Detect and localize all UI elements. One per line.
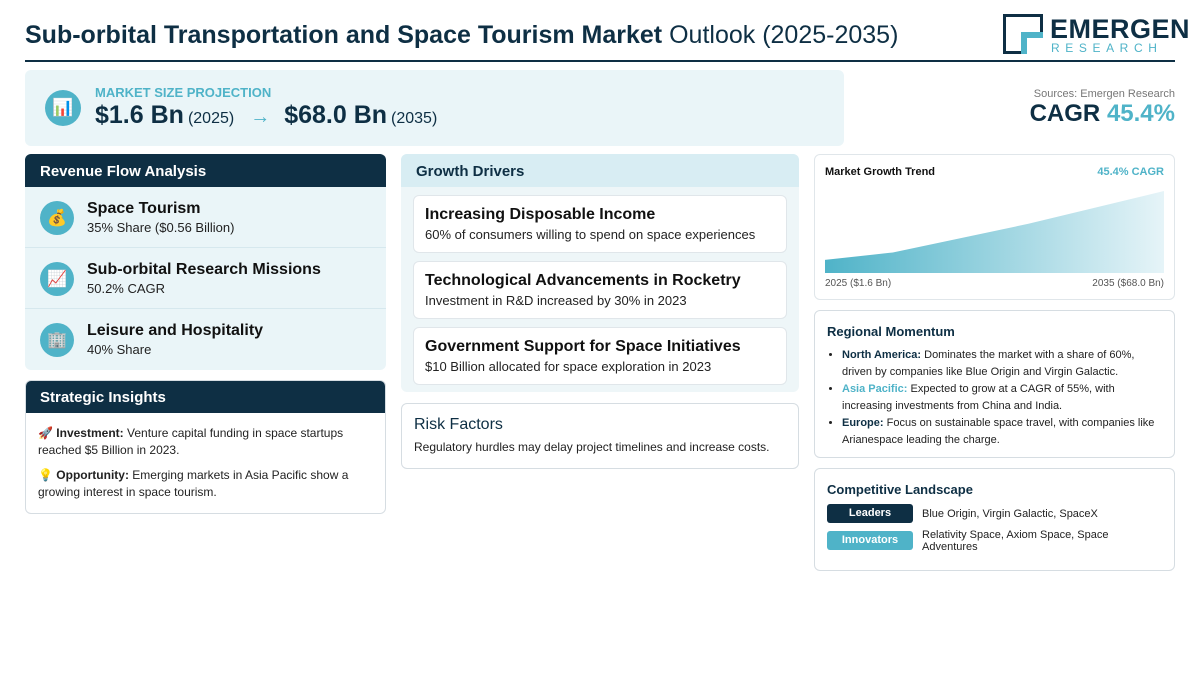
driver-detail: $10 Billion allocated for space explorat… [425, 359, 712, 374]
end-value: $68.0 Bn [284, 101, 388, 129]
driver-title: Government Support for Space Initiatives [425, 338, 741, 355]
money-bag-icon: 💰 [40, 201, 74, 235]
logo-subtitle: RESEARCH [1051, 41, 1163, 55]
logo-mark-icon [1003, 14, 1043, 54]
lightbulb-icon: 💡 [38, 468, 53, 482]
revenue-flow-heading: Revenue Flow Analysis [25, 154, 386, 187]
driver-detail: Investment in R&D increased by 30% in 20… [425, 293, 687, 308]
competitive-landscape-heading: Competitive Landscape [827, 482, 973, 497]
region-text: Dominates the market with a share of 60%… [842, 349, 1135, 378]
start-year: (2025) [187, 110, 235, 127]
innovators-badge: Innovators [827, 531, 913, 550]
trend-title: Market Growth Trend [825, 166, 936, 178]
insight-item: 💡 Opportunity: Emerging markets in Asia … [38, 467, 373, 501]
growth-drivers-heading: Growth Drivers [401, 154, 799, 187]
region-label: Asia Pacific: [842, 383, 908, 395]
insight-label: Opportunity: [56, 468, 129, 482]
revenue-item: 💰 Space Tourism 35% Share ($0.56 Billion… [25, 187, 386, 248]
header: Sub-orbital Transportation and Space Tou… [25, 12, 1190, 62]
trend-up-icon: 📈 [40, 262, 74, 296]
innovators-list: Relativity Space, Axiom Space, Space Adv… [922, 529, 1109, 553]
chart-icon: 📊 [45, 90, 81, 126]
strategic-insights-heading: Strategic Insights [26, 381, 385, 413]
leaders-list: Blue Origin, Virgin Galactic, SpaceX [922, 508, 1098, 520]
market-size-banner: 📊 MARKET SIZE PROJECTION $1.6 Bn (2025) → $… [25, 70, 844, 146]
region-label: Europe: [842, 417, 884, 429]
trend-area [825, 191, 1164, 273]
market-size-values: $1.6 Bn (2025) → $68.0 Bn (2035) [95, 101, 437, 130]
cagr-value: 45.4% [1106, 100, 1175, 127]
driver-item: Increasing Disposable Income 60% of cons… [413, 195, 787, 253]
strategic-insights-card: Strategic Insights 🚀 Investment: Venture… [25, 380, 386, 514]
arrow-right-icon: → [250, 106, 271, 128]
revenue-item-detail: 40% Share [87, 342, 152, 357]
driver-item: Technological Advancements in Rocketry I… [413, 261, 787, 319]
trend-end-label: 2035 ($68.0 Bn) [1092, 278, 1164, 289]
cagr-label: CAGR [1029, 100, 1101, 127]
regional-list: North America: Dominates the market with… [842, 347, 1164, 449]
revenue-item-title: Sub-orbital Research Missions [87, 261, 321, 278]
competitive-landscape-card: Competitive Landscape Leaders Blue Origi… [814, 468, 1175, 571]
insight-text: Emerging markets in Asia Pacific show a … [38, 468, 349, 499]
insight-label: Investment: [56, 426, 124, 440]
regional-momentum-heading: Regional Momentum [827, 324, 955, 339]
revenue-item-detail: 50.2% CAGR [87, 281, 166, 296]
risk-factors-text: Regulatory hurdles may delay project tim… [414, 440, 770, 454]
revenue-item-title: Space Tourism [87, 200, 201, 217]
trend-cagr: 45.4% CAGR [1097, 166, 1164, 178]
driver-item: Government Support for Space Initiatives… [413, 327, 787, 385]
revenue-item-title: Leisure and Hospitality [87, 322, 264, 339]
sources-text: Sources: Emergen Research [1033, 88, 1175, 100]
building-icon: 🏢 [40, 323, 74, 357]
cagr-summary: CAGR 45.4% [1030, 100, 1175, 128]
regional-momentum-card: Regional Momentum North America: Dominat… [814, 310, 1175, 458]
region-text: Expected to grow at a CAGR of 55%, with … [842, 383, 1115, 412]
end-year: (2035) [391, 110, 438, 127]
page-title: Sub-orbital Transportation and Space Tou… [25, 21, 899, 49]
rocket-icon: 🚀 [38, 426, 53, 440]
revenue-item: 🏢 Leisure and Hospitality 40% Share [25, 309, 386, 370]
list-item: North America: Dominates the market with… [842, 347, 1164, 380]
driver-title: Technological Advancements in Rocketry [425, 272, 741, 289]
start-value: $1.6 Bn [95, 101, 184, 129]
growth-drivers-card: Growth Drivers Increasing Disposable Inc… [401, 154, 799, 392]
list-item: Asia Pacific: Expected to grow at a CAGR… [842, 381, 1164, 414]
revenue-item: 📈 Sub-orbital Research Missions 50.2% CA… [25, 248, 386, 309]
driver-detail: 60% of consumers willing to spend on spa… [425, 227, 756, 242]
risk-factors-card: Risk Factors Regulatory hurdles may dela… [401, 403, 799, 469]
emergen-logo: EMERGEN RESEARCH [1003, 14, 1190, 56]
region-label: North America: [842, 349, 922, 361]
revenue-flow-card: Revenue Flow Analysis 💰 Space Tourism 35… [25, 154, 386, 370]
insight-text: Venture capital funding in space startup… [38, 426, 344, 457]
market-growth-trend-card: Market Growth Trend 45.4% CAGR 2025 ($1.… [814, 154, 1175, 300]
region-text: Focus on sustainable space travel, with … [842, 417, 1155, 446]
leaders-badge: Leaders [827, 504, 913, 523]
insight-item: 🚀 Investment: Venture capital funding in… [38, 425, 373, 459]
list-item: Europe: Focus on sustainable space trave… [842, 415, 1164, 448]
logo-name: EMERGEN [1050, 14, 1191, 44]
revenue-item-detail: 35% Share ($0.56 Billion) [87, 220, 235, 235]
market-size-label: MARKET SIZE PROJECTION [95, 85, 272, 100]
risk-factors-heading: Risk Factors [414, 416, 503, 433]
trend-start-label: 2025 ($1.6 Bn) [825, 278, 892, 289]
driver-title: Increasing Disposable Income [425, 206, 656, 223]
trend-area-chart [825, 191, 1164, 273]
